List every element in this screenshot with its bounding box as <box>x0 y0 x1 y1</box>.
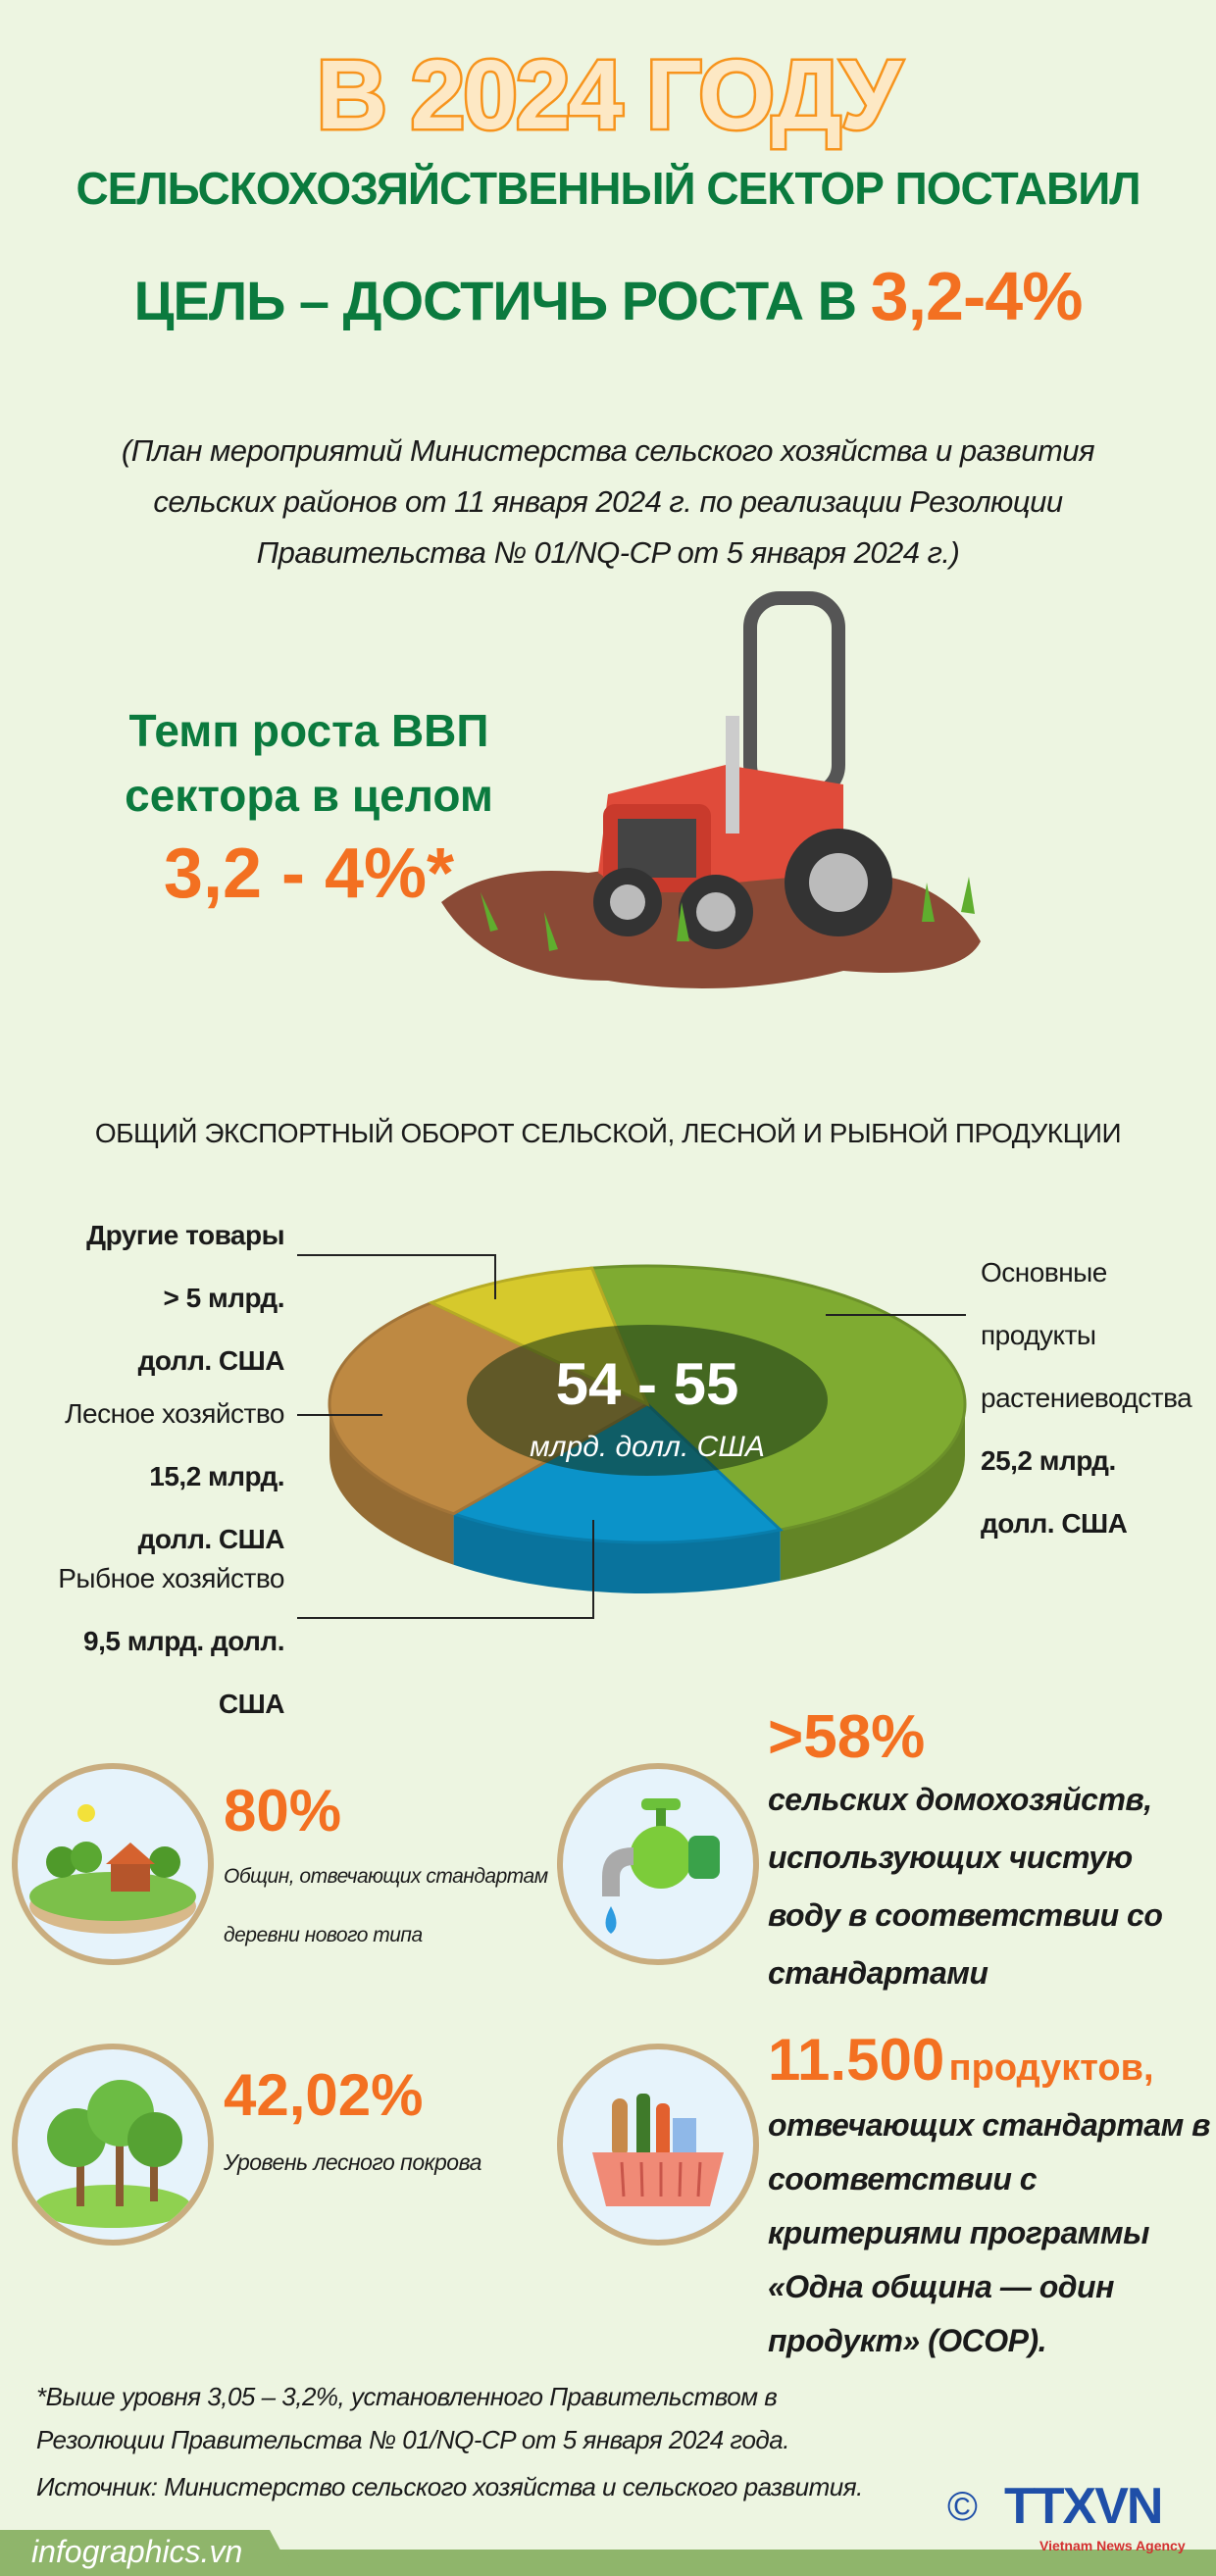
tractor-icon <box>593 591 892 949</box>
ttxvn-logo-subtitle: Vietnam News Agency <box>1039 2538 1186 2553</box>
source: Источник: Министерство сельского хозяйст… <box>36 2472 863 2501</box>
water-value: >58% <box>768 1703 926 1771</box>
basket-icon <box>592 2094 724 2206</box>
label-value: 25,2 млрд. <box>981 1445 1116 1476</box>
pie-slice-side-0 <box>780 1404 965 1582</box>
gdp-label-line: Темп роста ВВП <box>128 705 489 756</box>
export-pie-chart: 54 - 55 млрд. долл. США <box>297 1254 967 1619</box>
villages-caption-1: Общин, отвечающих стандартам <box>224 1865 548 1888</box>
forest-caption: Уровень лесного покрова <box>224 2149 481 2175</box>
water-line: сельских домохозяйств, <box>768 1782 1152 1817</box>
pie-label-crops: Основные продукты растениеводства 25,2 м… <box>981 1241 1192 1555</box>
gdp-label-line: сектора в целом <box>125 770 493 821</box>
footnote: *Выше уровня 3,05 – 3,2%, установленного… <box>36 2375 789 2461</box>
label-value: долл. США <box>137 1524 285 1554</box>
ocop-line: соответствии с <box>768 2161 1038 2197</box>
label-name: продукты <box>981 1320 1096 1350</box>
title-line2: СЕЛЬСКОХОЗЯЙСТВЕННЫЙ СЕКТОР ПОСТАВИЛ <box>76 163 1140 214</box>
label-value: долл. США <box>137 1345 285 1376</box>
export-section-title: ОБЩИЙ ЭКСПОРТНЫЙ ОБОРОТ СЕЛЬСКОЙ, ЛЕСНОЙ… <box>94 1118 1122 1148</box>
water-line: стандартами <box>768 1955 988 1991</box>
sprout-icon <box>481 877 975 951</box>
forest-value: 42,02% <box>224 2062 424 2128</box>
water-description: сельских домохозяйств, использующих чист… <box>768 1771 1163 2002</box>
footnote-line: *Выше уровня 3,05 – 3,2%, установленного… <box>36 2382 778 2411</box>
label-value: 15,2 млрд. <box>149 1461 284 1491</box>
gdp-value: 3,2 - 4%* <box>163 834 455 913</box>
pie-slice-side-2 <box>329 1404 454 1565</box>
title-line3: ЦЕЛЬ – ДОСТИЧЬ РОСТА В 3,2-4% <box>0 257 1216 335</box>
label-value: > 5 млрд. <box>163 1283 285 1313</box>
label-value: США <box>218 1689 285 1719</box>
gdp-label: Темп роста ВВП сектора в целом <box>93 698 525 828</box>
label-name: Рыбное хозяйство <box>58 1563 284 1593</box>
subtitle-line: сельских районов от 11 января 2024 г. по… <box>153 484 1063 519</box>
label-value: долл. США <box>981 1508 1128 1539</box>
ocop-line: отвечающих стандартам в <box>768 2107 1210 2143</box>
subtitle-line: (План мероприятий Министерства сельского… <box>121 433 1095 468</box>
pie-label-fish: Рыбное хозяйство 9,5 млрд. долл. США <box>58 1547 284 1736</box>
label-name: Лесное хозяйство <box>65 1398 284 1429</box>
label-name: Другие товары <box>86 1220 284 1250</box>
leader-line-other <box>297 1254 496 1299</box>
ocop-value: 11.500 <box>768 2027 945 2093</box>
label-name: Основные <box>981 1257 1107 1288</box>
water-illustration <box>557 1763 759 1965</box>
label-value: 9,5 млрд. долл. <box>83 1626 284 1656</box>
ocop-line: «Одна община — один <box>768 2269 1114 2304</box>
pie-label-other: Другие товары > 5 млрд. долл. США <box>86 1204 284 1392</box>
pie-label-forest: Лесное хозяйство 15,2 млрд. долл. США <box>65 1383 284 1571</box>
title-year: В 2024 ГОДУ <box>314 38 904 153</box>
trees-icon <box>34 2080 191 2228</box>
pie-center-unit: млрд. долл. США <box>530 1431 765 1463</box>
label-name: растениеводства <box>981 1383 1192 1413</box>
tractor-illustration <box>441 591 981 988</box>
pie-center-hole <box>467 1325 828 1476</box>
ttxvn-logo: TTXVN <box>1004 2478 1163 2535</box>
title-goal-value: 3,2-4% <box>870 258 1084 334</box>
water-tap-icon <box>602 1798 720 1934</box>
title-goal-text: ЦЕЛЬ – ДОСТИЧЬ РОСТА В <box>133 270 858 331</box>
ocop-unit: продуктов, <box>948 2047 1154 2089</box>
villages-caption-2: деревни нового типа <box>224 1924 423 1946</box>
water-line: воду в соответствии со <box>768 1897 1163 1933</box>
village-illustration <box>12 1763 214 1965</box>
footer-tab <box>0 2530 294 2576</box>
pie-center-value: 54 - 55 <box>556 1351 739 1417</box>
ocop-illustration <box>557 2044 759 2246</box>
forest-illustration <box>12 2044 214 2246</box>
footnote-line: Резолюции Правительства № 01/NQ-CP от 5 … <box>36 2425 789 2454</box>
ocop-description: отвечающих стандартам в соответствии с к… <box>768 2098 1210 2368</box>
ocop-line: критериями программы <box>768 2215 1149 2250</box>
subtitle: (План мероприятий Министерства сельского… <box>0 426 1216 579</box>
ocop-heading: 11.500 продуктов, <box>768 2026 1154 2094</box>
leader-line-fish <box>297 1520 594 1619</box>
leader-lines <box>297 1254 966 1619</box>
subtitle-line: Правительства № 01/NQ-CP от 5 января 202… <box>256 535 960 570</box>
village-icon <box>29 1804 196 1934</box>
copyright-icon: © <box>947 2483 978 2529</box>
ocop-line: продукт» (OCOP). <box>768 2323 1047 2358</box>
villages-value: 80% <box>224 1778 342 1844</box>
water-line: использующих чистую <box>768 1840 1133 1875</box>
footer-site-link[interactable]: infographics.vn <box>31 2534 243 2569</box>
